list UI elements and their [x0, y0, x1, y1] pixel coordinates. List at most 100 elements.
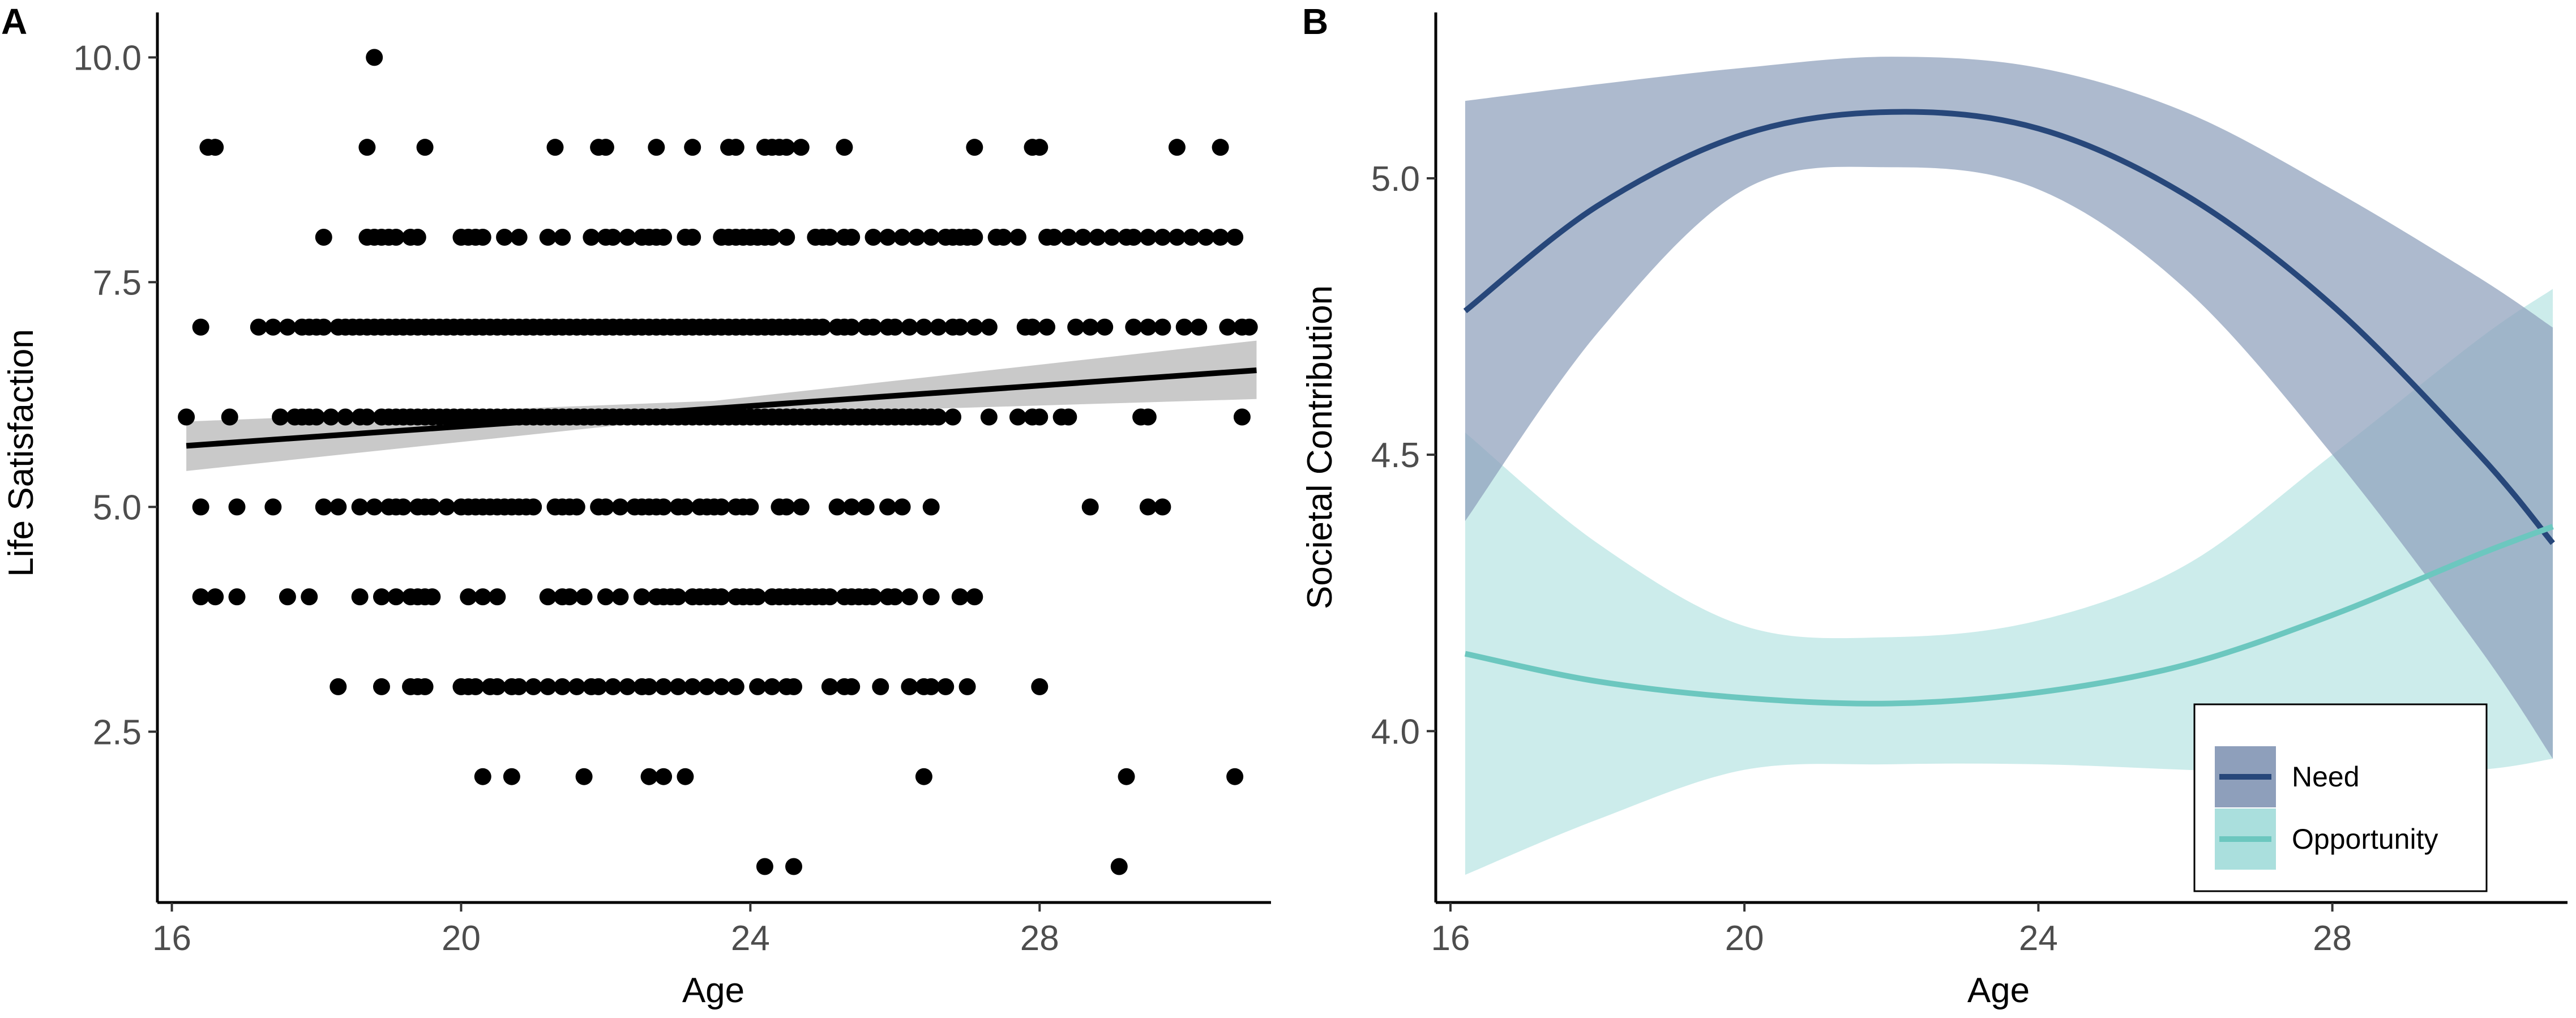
data-point: [358, 139, 376, 156]
panel-b-x-tick-label: 16: [1431, 919, 1470, 958]
data-point: [821, 678, 838, 695]
data-point: [995, 228, 1012, 246]
data-point: [496, 228, 514, 246]
data-point: [1009, 228, 1026, 246]
data-point: [828, 498, 846, 516]
data-point: [865, 318, 882, 336]
data-point: [366, 49, 383, 66]
data-point: [351, 588, 369, 606]
data-point: [778, 498, 795, 516]
data-point: [1081, 498, 1099, 516]
data-point: [742, 498, 759, 516]
panel-b-axes: 16 20 24 28 4.0 4.5 5.0: [1371, 12, 2568, 958]
data-point: [207, 588, 224, 606]
panel-a-axes: 16 20 24 28 2.5 5.0 7.5 10.0: [73, 12, 1271, 958]
data-point: [510, 678, 528, 695]
data-point: [792, 498, 810, 516]
data-point: [366, 498, 383, 516]
data-point: [865, 588, 882, 606]
data-point: [1067, 318, 1085, 336]
data-point: [958, 678, 976, 695]
data-point: [901, 318, 918, 336]
data-point: [1009, 408, 1026, 426]
data-point: [1081, 318, 1099, 336]
panel-a-x-axis-title: Age: [682, 971, 744, 1010]
data-point: [358, 408, 376, 426]
data-point: [821, 588, 838, 606]
data-point: [1233, 408, 1251, 426]
data-point: [228, 588, 246, 606]
panel-b-x-tick-label: 24: [2019, 919, 2058, 958]
data-point: [749, 588, 767, 606]
data-point: [619, 228, 636, 246]
data-point: [669, 678, 687, 695]
data-point: [655, 678, 673, 695]
data-point: [778, 228, 795, 246]
data-point: [763, 678, 781, 695]
data-point: [1197, 228, 1215, 246]
data-point: [785, 678, 802, 695]
opportunity-line: [1464, 524, 2554, 707]
data-point: [951, 318, 969, 336]
data-point: [611, 588, 629, 606]
data-point: [1212, 228, 1229, 246]
data-point: [330, 678, 347, 695]
data-point: [922, 588, 940, 606]
data-point: [648, 139, 665, 156]
data-point: [221, 408, 238, 426]
data-point: [467, 678, 484, 695]
data-point: [669, 588, 687, 606]
data-point: [944, 408, 961, 426]
panel-a-tag: A: [1, 1, 27, 42]
data-point: [763, 228, 781, 246]
data-point: [778, 139, 795, 156]
data-point: [192, 498, 209, 516]
data-point: [315, 228, 332, 246]
societal-contribution-lines: [1463, 109, 2555, 707]
legend: Need Opportunity: [2193, 703, 2488, 892]
data-point: [1125, 228, 1142, 246]
panel-a-y-tick-label: 2.5: [93, 713, 142, 752]
data-point: [879, 498, 897, 516]
data-point: [474, 768, 491, 785]
data-point: [1125, 318, 1142, 336]
data-point: [684, 228, 701, 246]
data-point: [546, 139, 564, 156]
data-point: [1139, 408, 1157, 426]
data-point: [330, 498, 347, 516]
life-satisfaction-points: [178, 49, 1258, 875]
data-point: [886, 588, 904, 606]
data-point: [561, 588, 579, 606]
data-point: [930, 408, 947, 426]
data-point: [604, 228, 622, 246]
data-point: [489, 588, 506, 606]
data-point: [922, 228, 940, 246]
data-point: [539, 588, 557, 606]
data-point: [727, 678, 744, 695]
data-point: [554, 228, 571, 246]
data-point: [1154, 498, 1171, 516]
data-point: [264, 318, 282, 336]
data-point: [279, 318, 296, 336]
panel-a: A 16 20 24 28 2.5 5.0 7.5 10.0 Age Life Satisfa…: [1, 1, 1271, 1010]
data-point: [373, 678, 390, 695]
data-point: [640, 678, 658, 695]
data-point: [611, 498, 629, 516]
data-point: [713, 498, 730, 516]
data-point: [250, 318, 267, 336]
data-point: [966, 588, 983, 606]
data-point: [525, 678, 542, 695]
panel-b-x-tick-label: 28: [2313, 919, 2352, 958]
data-point: [836, 139, 853, 156]
data-point: [843, 228, 861, 246]
data-point: [279, 588, 296, 606]
data-point: [886, 318, 904, 336]
data-point: [1240, 318, 1258, 336]
data-point: [893, 498, 911, 516]
data-point: [1183, 228, 1200, 246]
data-point: [1074, 228, 1092, 246]
data-point: [1031, 678, 1049, 695]
panel-a-y-tick-label: 10.0: [73, 39, 142, 78]
data-point: [980, 318, 998, 336]
